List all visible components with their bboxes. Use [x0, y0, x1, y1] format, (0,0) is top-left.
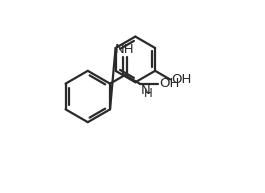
- Text: N: N: [141, 84, 151, 97]
- Text: OH: OH: [159, 77, 179, 90]
- Text: NH: NH: [115, 43, 135, 56]
- Text: OH: OH: [171, 74, 192, 86]
- Text: H: H: [144, 86, 153, 100]
